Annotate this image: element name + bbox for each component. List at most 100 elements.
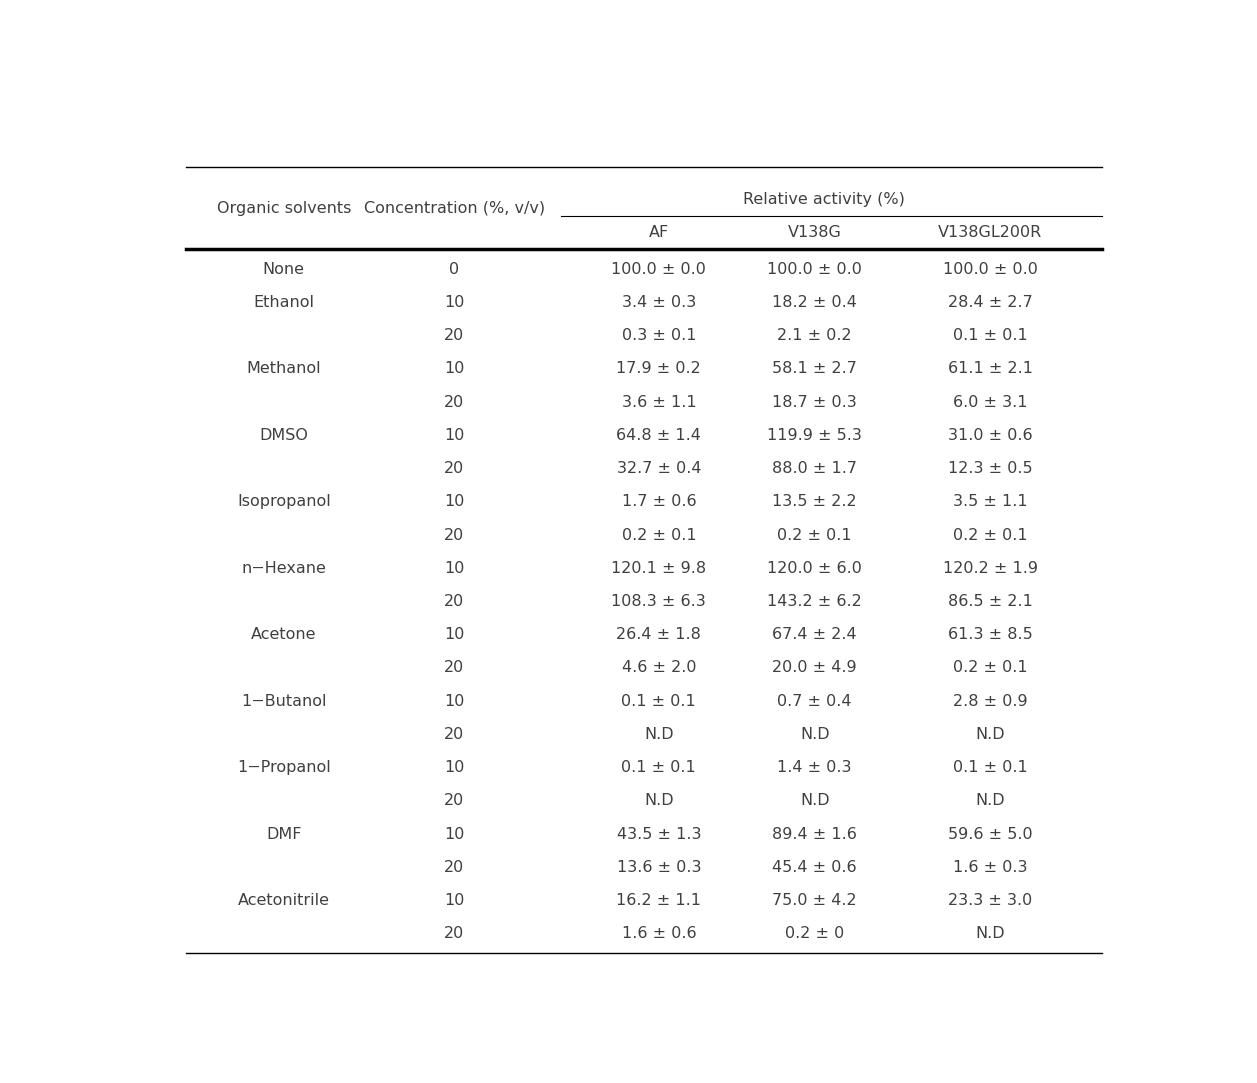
Text: 0.2 ± 0.1: 0.2 ± 0.1 bbox=[953, 661, 1027, 676]
Text: 12.3 ± 0.5: 12.3 ± 0.5 bbox=[948, 461, 1032, 477]
Text: Methanol: Methanol bbox=[246, 362, 321, 377]
Text: 20: 20 bbox=[444, 394, 464, 409]
Text: 3.6 ± 1.1: 3.6 ± 1.1 bbox=[621, 394, 696, 409]
Text: 0.3 ± 0.1: 0.3 ± 0.1 bbox=[621, 328, 696, 343]
Text: 2.8 ± 0.9: 2.8 ± 0.9 bbox=[953, 694, 1027, 708]
Text: 16.2 ± 1.1: 16.2 ± 1.1 bbox=[616, 893, 701, 909]
Text: 10: 10 bbox=[444, 694, 464, 708]
Text: V138G: V138G bbox=[788, 225, 842, 240]
Text: 67.4 ± 2.4: 67.4 ± 2.4 bbox=[772, 627, 857, 642]
Text: 100.0 ± 0.0: 100.0 ± 0.0 bbox=[767, 262, 862, 276]
Text: Relative activity (%): Relative activity (%) bbox=[743, 192, 905, 207]
Text: 20: 20 bbox=[444, 727, 464, 742]
Text: 59.6 ± 5.0: 59.6 ± 5.0 bbox=[948, 826, 1032, 841]
Text: 20: 20 bbox=[444, 461, 464, 477]
Text: 10: 10 bbox=[444, 893, 464, 909]
Text: None: None bbox=[263, 262, 304, 276]
Text: 13.5 ± 2.2: 13.5 ± 2.2 bbox=[772, 494, 857, 509]
Text: 143.2 ± 6.2: 143.2 ± 6.2 bbox=[767, 593, 862, 609]
Text: 119.9 ± 5.3: 119.9 ± 5.3 bbox=[767, 428, 862, 443]
Text: 10: 10 bbox=[444, 295, 464, 310]
Text: 61.3 ± 8.5: 61.3 ± 8.5 bbox=[948, 627, 1032, 642]
Text: 10: 10 bbox=[444, 428, 464, 443]
Text: 10: 10 bbox=[444, 362, 464, 377]
Text: 10: 10 bbox=[444, 826, 464, 841]
Text: 18.7 ± 0.3: 18.7 ± 0.3 bbox=[772, 394, 857, 409]
Text: N.D: N.D bbox=[644, 727, 674, 742]
Text: 10: 10 bbox=[444, 561, 464, 576]
Text: 0.1 ± 0.1: 0.1 ± 0.1 bbox=[953, 328, 1027, 343]
Text: n−Hexane: n−Hexane bbox=[241, 561, 327, 576]
Text: 0: 0 bbox=[449, 262, 459, 276]
Text: 108.3 ± 6.3: 108.3 ± 6.3 bbox=[611, 593, 706, 609]
Text: 20.0 ± 4.9: 20.0 ± 4.9 bbox=[772, 661, 857, 676]
Text: 120.0 ± 6.0: 120.0 ± 6.0 bbox=[767, 561, 862, 576]
Text: N.D: N.D bbox=[975, 727, 1004, 742]
Text: 1.6 ± 0.6: 1.6 ± 0.6 bbox=[621, 926, 696, 941]
Text: 0.1 ± 0.1: 0.1 ± 0.1 bbox=[621, 760, 696, 775]
Text: N.D: N.D bbox=[975, 926, 1004, 941]
Text: 20: 20 bbox=[444, 527, 464, 543]
Text: 3.4 ± 0.3: 3.4 ± 0.3 bbox=[622, 295, 696, 310]
Text: 3.5 ± 1.1: 3.5 ± 1.1 bbox=[953, 494, 1027, 509]
Text: 64.8 ± 1.4: 64.8 ± 1.4 bbox=[616, 428, 701, 443]
Text: 1.4 ± 0.3: 1.4 ± 0.3 bbox=[777, 760, 852, 775]
Text: 0.2 ± 0.1: 0.2 ± 0.1 bbox=[777, 527, 852, 543]
Text: 10: 10 bbox=[444, 627, 464, 642]
Text: 10: 10 bbox=[444, 494, 464, 509]
Text: Acetonitrile: Acetonitrile bbox=[238, 893, 329, 909]
Text: AF: AF bbox=[649, 225, 669, 240]
Text: 6.0 ± 3.1: 6.0 ± 3.1 bbox=[953, 394, 1027, 409]
Text: DMSO: DMSO bbox=[259, 428, 308, 443]
Text: 13.6 ± 0.3: 13.6 ± 0.3 bbox=[617, 860, 701, 875]
Text: 89.4 ± 1.6: 89.4 ± 1.6 bbox=[772, 826, 857, 841]
Text: 32.7 ± 0.4: 32.7 ± 0.4 bbox=[617, 461, 701, 477]
Text: 28.4 ± 2.7: 28.4 ± 2.7 bbox=[948, 295, 1032, 310]
Text: 120.2 ± 1.9: 120.2 ± 1.9 bbox=[943, 561, 1037, 576]
Text: 0.2 ± 0: 0.2 ± 0 bbox=[786, 926, 845, 941]
Text: 17.9 ± 0.2: 17.9 ± 0.2 bbox=[616, 362, 701, 377]
Text: V138GL200R: V138GL200R bbox=[938, 225, 1042, 240]
Text: 20: 20 bbox=[444, 860, 464, 875]
Text: Organic solvents: Organic solvents bbox=[216, 200, 351, 216]
Text: 88.0 ± 1.7: 88.0 ± 1.7 bbox=[772, 461, 857, 477]
Text: 75.0 ± 4.2: 75.0 ± 4.2 bbox=[772, 893, 857, 909]
Text: 43.5 ± 1.3: 43.5 ± 1.3 bbox=[617, 826, 701, 841]
Text: Ethanol: Ethanol bbox=[253, 295, 314, 310]
Text: 1−Butanol: 1−Butanol bbox=[241, 694, 327, 708]
Text: 20: 20 bbox=[444, 794, 464, 808]
Text: 20: 20 bbox=[444, 593, 464, 609]
Text: 20: 20 bbox=[444, 328, 464, 343]
Text: 0.2 ± 0.1: 0.2 ± 0.1 bbox=[953, 527, 1027, 543]
Text: Concentration (%, v/v): Concentration (%, v/v) bbox=[363, 200, 544, 216]
Text: 18.2 ± 0.4: 18.2 ± 0.4 bbox=[772, 295, 857, 310]
Text: 31.0 ± 0.6: 31.0 ± 0.6 bbox=[948, 428, 1032, 443]
Text: 1−Propanol: 1−Propanol bbox=[236, 760, 331, 775]
Text: 0.1 ± 0.1: 0.1 ± 0.1 bbox=[953, 760, 1027, 775]
Text: 26.4 ± 1.8: 26.4 ± 1.8 bbox=[616, 627, 701, 642]
Text: DMF: DMF bbox=[266, 826, 302, 841]
Text: N.D: N.D bbox=[799, 794, 830, 808]
Text: 86.5 ± 2.1: 86.5 ± 2.1 bbox=[948, 593, 1032, 609]
Text: 0.1 ± 0.1: 0.1 ± 0.1 bbox=[621, 694, 696, 708]
Text: N.D: N.D bbox=[644, 794, 674, 808]
Text: 23.3 ± 3.0: 23.3 ± 3.0 bbox=[948, 893, 1032, 909]
Text: 0.7 ± 0.4: 0.7 ± 0.4 bbox=[777, 694, 852, 708]
Text: 1.6 ± 0.3: 1.6 ± 0.3 bbox=[953, 860, 1027, 875]
Text: 10: 10 bbox=[444, 760, 464, 775]
Text: N.D: N.D bbox=[975, 794, 1004, 808]
Text: 120.1 ± 9.8: 120.1 ± 9.8 bbox=[611, 561, 706, 576]
Text: 100.0 ± 0.0: 100.0 ± 0.0 bbox=[943, 262, 1037, 276]
Text: 45.4 ± 0.6: 45.4 ± 0.6 bbox=[772, 860, 857, 875]
Text: 20: 20 bbox=[444, 661, 464, 676]
Text: Acetone: Acetone bbox=[251, 627, 317, 642]
Text: 4.6 ± 2.0: 4.6 ± 2.0 bbox=[621, 661, 696, 676]
Text: 0.2 ± 0.1: 0.2 ± 0.1 bbox=[621, 527, 696, 543]
Text: 100.0 ± 0.0: 100.0 ± 0.0 bbox=[611, 262, 706, 276]
Text: 2.1 ± 0.2: 2.1 ± 0.2 bbox=[777, 328, 852, 343]
Text: N.D: N.D bbox=[799, 727, 830, 742]
Text: 58.1 ± 2.7: 58.1 ± 2.7 bbox=[772, 362, 857, 377]
Text: 61.1 ± 2.1: 61.1 ± 2.1 bbox=[948, 362, 1032, 377]
Text: Isopropanol: Isopropanol bbox=[236, 494, 331, 509]
Text: 1.7 ± 0.6: 1.7 ± 0.6 bbox=[621, 494, 696, 509]
